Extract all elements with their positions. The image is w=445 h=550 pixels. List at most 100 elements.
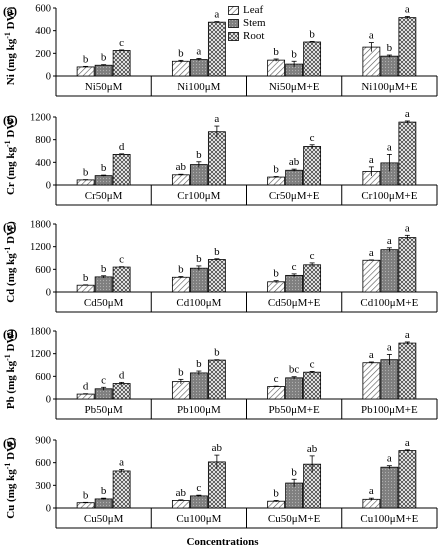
y-tick-label: 0 (46, 504, 51, 515)
significance-letter: a (405, 329, 410, 341)
significance-letter: b (101, 485, 107, 497)
bar-leaf (171, 60, 190, 77)
bar-root (112, 383, 131, 400)
significance-letter: a (387, 341, 392, 353)
bar-root (303, 371, 322, 400)
category-label: Ni50μM (85, 81, 123, 93)
legend-swatch-leaf (228, 6, 239, 15)
significance-letter: ab (176, 487, 187, 499)
y-tick-label: 1800 (30, 327, 51, 338)
significance-letter: c (274, 373, 279, 385)
significance-letter: a (387, 235, 392, 247)
significance-letter: a (405, 222, 410, 234)
significance-letter: b (291, 48, 297, 60)
significance-letter: a (405, 108, 410, 120)
y-tick-label: 400 (35, 26, 51, 37)
significance-letter: d (119, 141, 125, 153)
y-tick-label: 1200 (30, 113, 51, 124)
bar-stem (189, 495, 208, 509)
y-axis-title: Pb (mg kg-1 DW) (3, 329, 17, 410)
bar-stem (380, 359, 399, 400)
significance-letter: b (273, 164, 279, 176)
y-tick-label: 1800 (30, 220, 51, 231)
bar-leaf (362, 498, 381, 509)
significance-letter: b (83, 167, 89, 179)
bar-leaf (267, 176, 286, 186)
significance-letter: ab (212, 442, 223, 454)
significance-letter: c (119, 254, 124, 266)
y-tick-label: 300 (35, 481, 51, 492)
significance-letter: b (273, 487, 279, 499)
panel-label: (d) (3, 327, 18, 341)
significance-letter: b (178, 264, 184, 276)
category-label: Cu100μM (176, 513, 221, 525)
bar-leaf (171, 276, 190, 293)
legend-item-root: Root (228, 30, 266, 43)
bar-leaf (267, 281, 286, 293)
panel-label: (c) (3, 220, 16, 234)
y-tick-label: 400 (35, 158, 51, 169)
bar-leaf (76, 66, 95, 77)
y-tick-label: 600 (35, 265, 51, 276)
bar-stem (285, 377, 304, 400)
significance-letter: a (119, 456, 124, 468)
bar-stem (189, 164, 208, 186)
legend-label-stem: Stem (243, 17, 266, 29)
legend-item-stem: Stem (228, 17, 266, 30)
bar-leaf (76, 393, 95, 400)
bar-stem (380, 55, 399, 77)
category-label: Cd100μM+E (360, 297, 418, 309)
bar-root (112, 50, 131, 77)
significance-letter: a (387, 141, 392, 153)
significance-letter: a (369, 154, 374, 166)
significance-letter: c (310, 132, 315, 144)
significance-letter: c (310, 250, 315, 262)
significance-letter: a (405, 4, 410, 16)
category-label: Cu50μM (84, 513, 124, 525)
y-axis-title: Cu (mg kg-1 DW) (3, 437, 17, 519)
bar-leaf (362, 259, 381, 293)
significance-letter: b (196, 253, 202, 265)
bar-root (398, 237, 417, 293)
significance-letter: a (369, 485, 374, 497)
bar-leaf (171, 381, 190, 400)
x-axis-title: Concentrations (186, 536, 259, 548)
y-tick-label: 1200 (30, 242, 51, 253)
significance-letter: a (369, 247, 374, 259)
significance-letter: a (214, 9, 219, 21)
significance-letter: c (310, 358, 315, 370)
legend-swatch-root (228, 32, 239, 41)
bar-stem (380, 249, 399, 293)
panel-label: (a) (3, 4, 17, 18)
bar-root (112, 153, 131, 186)
panel-label: (e) (3, 436, 16, 450)
bar-leaf (267, 386, 286, 400)
significance-letter: d (83, 381, 89, 393)
bar-leaf (76, 179, 95, 186)
significance-letter: b (196, 358, 202, 370)
bar-leaf (171, 174, 190, 186)
significance-letter: c (101, 374, 106, 386)
category-label: Cr100μM+E (361, 190, 417, 202)
bar-root (207, 461, 226, 509)
bar-root (112, 266, 131, 293)
y-axis-title: Cd (mg kg-1 DW) (3, 221, 17, 303)
category-label: Cr100μM (177, 190, 220, 202)
bar-stem (380, 466, 399, 509)
y-tick-label: 800 (35, 135, 51, 146)
category-label: Cd50μM (84, 297, 124, 309)
significance-letter: b (178, 47, 184, 59)
category-label: Cu100μM+E (360, 513, 418, 525)
y-tick-label: 0 (46, 288, 51, 299)
significance-letter: a (214, 113, 219, 125)
panel-label: (b) (3, 113, 18, 127)
y-tick-label: 0 (46, 395, 51, 406)
significance-letter: b (387, 42, 393, 54)
bar-root (303, 146, 322, 186)
category-label: Cu50μM+E (268, 513, 321, 525)
